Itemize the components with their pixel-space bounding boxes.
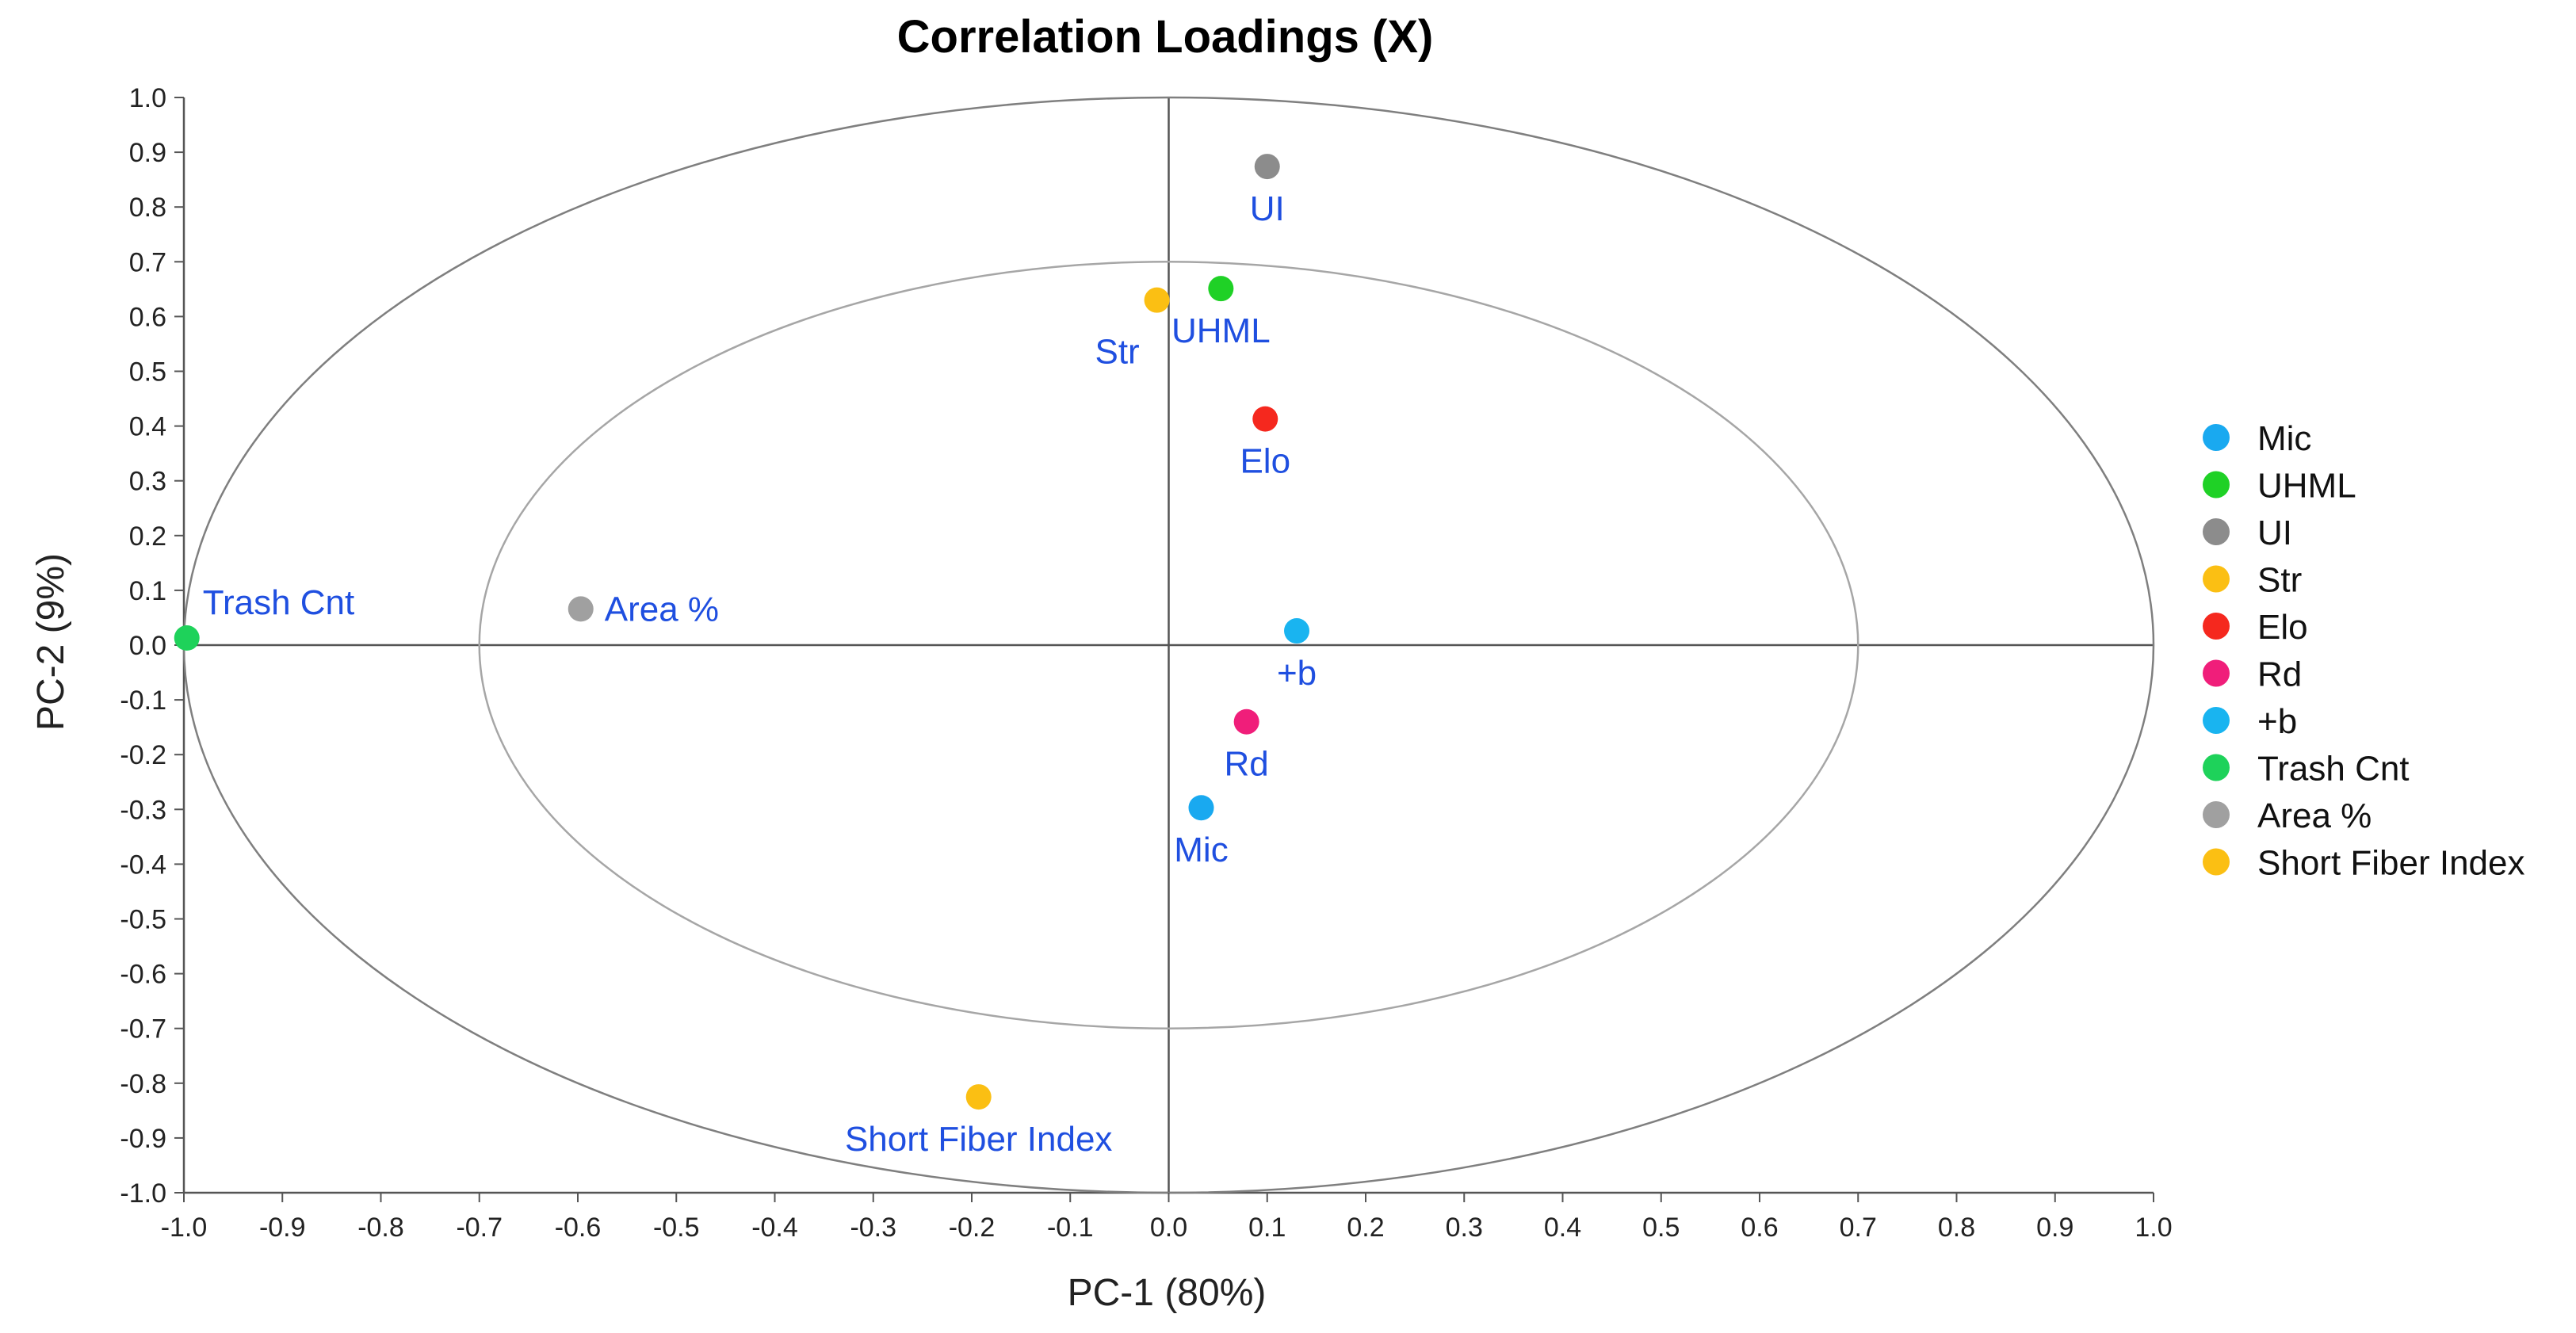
x-tick-label: 0.9 xyxy=(2036,1213,2073,1243)
x-tick-label: 0.6 xyxy=(1741,1213,1778,1243)
x-tick-label: -0.6 xyxy=(555,1213,602,1243)
y-tick-label: -0.1 xyxy=(120,686,166,716)
legend-label-elo: Elo xyxy=(2257,608,2308,647)
x-tick-label: -0.7 xyxy=(456,1213,503,1243)
point-label-str: Str xyxy=(1095,333,1139,372)
y-tick-label: 0.7 xyxy=(129,247,166,277)
legend-label-area: Area % xyxy=(2257,796,2372,835)
y-tick-label: -0.2 xyxy=(120,740,166,770)
point-b xyxy=(1284,618,1310,644)
y-tick-label: -0.3 xyxy=(120,795,166,825)
y-tick-label: -0.8 xyxy=(120,1069,166,1099)
point-mic xyxy=(1188,795,1214,821)
x-tick-label: -0.8 xyxy=(357,1213,404,1243)
legend-marker-elo xyxy=(2203,613,2230,640)
y-tick-label: 0.1 xyxy=(129,576,166,606)
x-tick-label: -0.9 xyxy=(259,1213,306,1243)
legend: Mic UHML UI Str Elo Rd +b Trash Cnt Area % Short … xyxy=(2203,419,2525,883)
y-tick-label: 0.8 xyxy=(129,193,166,223)
point-label-trash-cnt: Trash Cnt xyxy=(203,583,355,622)
point-label-short-fiber-index: Short Fiber Index xyxy=(845,1120,1113,1159)
inner-circle xyxy=(478,261,1859,1029)
y-tick-label: 0.2 xyxy=(129,521,166,552)
x-tick-label: -0.4 xyxy=(751,1213,798,1243)
point-ui xyxy=(1254,154,1280,180)
legend-label-rd: Rd xyxy=(2257,655,2302,694)
x-tick-label: 1.0 xyxy=(2135,1213,2172,1243)
point-elo xyxy=(1252,406,1278,432)
point-label-mic: Mic xyxy=(1174,831,1228,869)
x-tick-label: 0.8 xyxy=(1938,1213,1975,1243)
x-tick-label: -0.3 xyxy=(850,1213,896,1243)
data-points: Mic UHML UI Str Elo Rd +b Trash Cnt Area % Short … xyxy=(174,154,1317,1159)
legend-marker-str xyxy=(2203,565,2230,593)
legend-marker-trash-cnt xyxy=(2203,754,2230,781)
x-tick-label: -1.0 xyxy=(161,1213,208,1243)
point-trash-cnt xyxy=(174,625,200,651)
y-tick-label: 0.6 xyxy=(129,302,166,332)
legend-label-b: +b xyxy=(2257,702,2297,741)
legend-marker-b xyxy=(2203,707,2230,734)
y-tick-label: -0.7 xyxy=(120,1014,166,1045)
point-short-fiber-index xyxy=(965,1084,992,1110)
y-tick-label: -0.9 xyxy=(120,1124,166,1154)
legend-marker-area xyxy=(2203,801,2230,828)
legend-label-ui: UI xyxy=(2257,514,2292,552)
legend-marker-rd xyxy=(2203,659,2230,687)
y-tick-label: -1.0 xyxy=(120,1178,166,1209)
legend-label-str: Str xyxy=(2257,561,2302,600)
x-tick-label: -0.5 xyxy=(653,1213,700,1243)
point-label-uhml: UHML xyxy=(1171,311,1271,350)
legend-label-short-fiber-index: Short Fiber Index xyxy=(2257,844,2525,883)
chart-title: Correlation Loadings (X) xyxy=(897,11,1434,63)
x-tick-label: 0.3 xyxy=(1446,1213,1483,1243)
y-axis-ticks: 1.0 0.9 0.8 0.7 0.6 0.5 0.4 0.3 0.2 0.1 0.0 -0.1 -0.… xyxy=(120,83,184,1209)
y-tick-label: 1.0 xyxy=(129,83,166,113)
y-tick-label: -0.5 xyxy=(120,905,166,935)
x-tick-label: 0.4 xyxy=(1544,1213,1581,1243)
point-str xyxy=(1144,287,1170,313)
legend-marker-uhml xyxy=(2203,471,2230,498)
y-tick-label: -0.4 xyxy=(120,850,166,880)
point-label-rd: Rd xyxy=(1225,745,1269,784)
y-axis-label: PC-2 (9%) xyxy=(30,553,72,731)
x-axis-label: PC-1 (80%) xyxy=(1068,1272,1267,1314)
y-tick-label: -0.6 xyxy=(120,960,166,990)
x-tick-label: 0.2 xyxy=(1347,1213,1384,1243)
y-tick-label: 0.5 xyxy=(129,357,166,388)
x-tick-label: 0.7 xyxy=(1840,1213,1877,1243)
legend-marker-short-fiber-index xyxy=(2203,848,2230,876)
x-tick-label: -0.1 xyxy=(1047,1213,1094,1243)
point-rd xyxy=(1233,709,1259,735)
point-uhml xyxy=(1208,276,1234,302)
point-label-area: Area % xyxy=(605,590,719,628)
legend-label-trash-cnt: Trash Cnt xyxy=(2257,750,2410,789)
point-area xyxy=(568,596,594,622)
x-tick-label: 0.1 xyxy=(1248,1213,1286,1243)
x-axis-ticks: -1.0 -0.9 -0.8 -0.7 -0.6 -0.5 -0.4 -0.3 -0.2 -0.1… xyxy=(161,1193,2173,1243)
point-label-ui: UI xyxy=(1250,189,1285,228)
y-tick-label: 0.0 xyxy=(129,631,166,661)
y-tick-label: 0.4 xyxy=(129,412,166,442)
x-tick-label: 0.0 xyxy=(1150,1213,1187,1243)
x-tick-label: 0.5 xyxy=(1642,1213,1680,1243)
legend-marker-mic xyxy=(2203,424,2230,451)
legend-marker-ui xyxy=(2203,518,2230,545)
legend-label-uhml: UHML xyxy=(2257,467,2356,506)
point-label-elo: Elo xyxy=(1240,442,1290,481)
legend-label-mic: Mic xyxy=(2257,419,2311,458)
x-tick-label: -0.2 xyxy=(949,1213,996,1243)
point-label-b: +b xyxy=(1277,654,1317,693)
y-tick-label: 0.9 xyxy=(129,138,166,168)
y-tick-label: 0.3 xyxy=(129,467,166,497)
